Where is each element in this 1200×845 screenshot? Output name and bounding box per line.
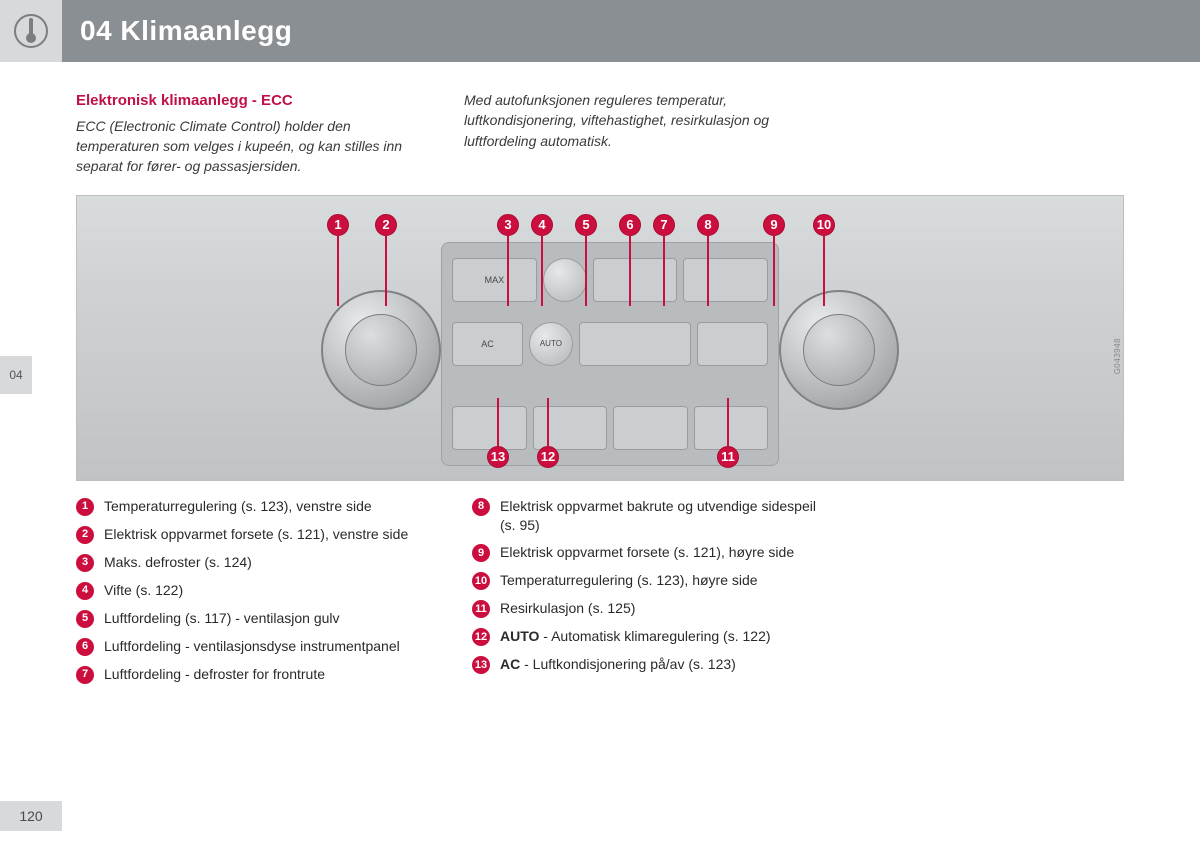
legend-text: AUTO - Automatisk klimaregulering (s. 12…: [500, 627, 771, 646]
figure-code: G043948: [1113, 338, 1122, 374]
intro-columns: Elektronisk klimaanlegg - ECC ECC (Elect…: [76, 90, 1124, 177]
intro-lead: Med autofunksjonen reguleres temperatur,…: [464, 90, 812, 151]
legend-marker: 1: [76, 498, 94, 516]
auto-button: AUTO: [529, 322, 573, 366]
legend-marker: 7: [76, 666, 94, 684]
legend-item-10: 10 Temperaturregulering (s. 123), høyre s…: [472, 571, 822, 590]
blank-button-1: [452, 406, 527, 450]
legend-marker: 13: [472, 656, 490, 674]
legend-text: Luftfordeling - ventilasjonsdyse instrum…: [104, 637, 400, 656]
defrost-max-button: MAX: [452, 258, 537, 302]
callout-12: 12: [537, 446, 559, 468]
callout-2: 2: [375, 214, 397, 236]
callout-10: 10: [813, 214, 835, 236]
legend-item-11: 11 Resirkulasjon (s. 125): [472, 599, 822, 618]
legend-marker: 5: [76, 610, 94, 628]
blank-button-2: [533, 406, 608, 450]
legend-marker: 2: [76, 526, 94, 544]
blank-button-3: [613, 406, 688, 450]
legend-text: Luftfordeling (s. 117) - ventilasjon gul…: [104, 609, 340, 628]
callout-7: 7: [653, 214, 675, 236]
callout-1: 1: [327, 214, 349, 236]
callout-8: 8: [697, 214, 719, 236]
legend-col-1: 1 Temperaturregulering (s. 123), venstre …: [76, 497, 426, 693]
rear-defrost-button: [683, 258, 768, 302]
fan-dial: [543, 258, 587, 302]
legend-item-3: 3 Maks. defroster (s. 124): [76, 553, 426, 572]
page-number: 120: [0, 801, 62, 831]
thermometer-icon: [0, 0, 62, 62]
callout-11: 11: [717, 446, 739, 468]
legend-text: Elektrisk oppvarmet bakrute og utvendige…: [500, 497, 822, 535]
intro-col-1: Elektronisk klimaanlegg - ECC ECC (Elect…: [76, 90, 424, 177]
legend-text: AC - Luftkondisjonering på/av (s. 123): [500, 655, 736, 674]
callout-9: 9: [763, 214, 785, 236]
page-header: 04 Klimaanlegg: [0, 0, 1200, 62]
callout-6: 6: [619, 214, 641, 236]
legend-text: Elektrisk oppvarmet forsete (s. 121), ve…: [104, 525, 408, 544]
blank-button-4: [694, 406, 769, 450]
intro-body: ECC (Electronic Climate Control) holder …: [76, 116, 424, 177]
intro-col-2: Med autofunksjonen reguleres temperatur,…: [464, 90, 812, 177]
side-tab: 04: [0, 356, 32, 394]
legend-marker: 8: [472, 498, 490, 516]
climate-control-figure: MAX AC AUTO G043948 12345678910131211: [76, 195, 1124, 481]
chapter-title: 04 Klimaanlegg: [80, 15, 292, 47]
ac-button: AC: [452, 322, 523, 366]
legend-item-7: 7 Luftfordeling - defroster for frontrute: [76, 665, 426, 684]
legend: 1 Temperaturregulering (s. 123), venstre …: [76, 497, 1124, 693]
content-area: Elektronisk klimaanlegg - ECC ECC (Elect…: [0, 62, 1200, 693]
legend-text: Elektrisk oppvarmet forsete (s. 121), hø…: [500, 543, 794, 562]
legend-marker: 12: [472, 628, 490, 646]
legend-marker: 11: [472, 600, 490, 618]
legend-item-4: 4 Vifte (s. 122): [76, 581, 426, 600]
legend-item-1: 1 Temperaturregulering (s. 123), venstre …: [76, 497, 426, 516]
legend-item-13: 13 AC - Luftkondisjonering på/av (s. 123): [472, 655, 822, 674]
legend-text: Temperaturregulering (s. 123), høyre sid…: [500, 571, 758, 590]
seat-figure-button: [579, 322, 691, 366]
temp-dial-left: [321, 290, 441, 410]
callout-3: 3: [497, 214, 519, 236]
legend-item-5: 5 Luftfordeling (s. 117) - ventilasjon gu…: [76, 609, 426, 628]
recirc-button: [697, 322, 768, 366]
legend-text: Luftfordeling - defroster for frontrute: [104, 665, 325, 684]
legend-text: Resirkulasjon (s. 125): [500, 599, 635, 618]
legend-item-6: 6 Luftfordeling - ventilasjonsdyse instru…: [76, 637, 426, 656]
legend-item-8: 8 Elektrisk oppvarmet bakrute og utvendig…: [472, 497, 822, 535]
legend-marker: 9: [472, 544, 490, 562]
legend-col-2: 8 Elektrisk oppvarmet bakrute og utvendig…: [472, 497, 822, 693]
legend-item-2: 2 Elektrisk oppvarmet forsete (s. 121), v…: [76, 525, 426, 544]
legend-marker: 6: [76, 638, 94, 656]
legend-item-9: 9 Elektrisk oppvarmet forsete (s. 121), h…: [472, 543, 822, 562]
callout-4: 4: [531, 214, 553, 236]
legend-marker: 10: [472, 572, 490, 590]
section-heading: Elektronisk klimaanlegg - ECC: [76, 90, 424, 112]
callout-5: 5: [575, 214, 597, 236]
legend-text: Maks. defroster (s. 124): [104, 553, 252, 572]
legend-marker: 3: [76, 554, 94, 572]
legend-text: Temperaturregulering (s. 123), venstre s…: [104, 497, 372, 516]
legend-item-12: 12 AUTO - Automatisk klimaregulering (s. …: [472, 627, 822, 646]
legend-marker: 4: [76, 582, 94, 600]
temp-dial-right: [779, 290, 899, 410]
callout-13: 13: [487, 446, 509, 468]
legend-text: Vifte (s. 122): [104, 581, 183, 600]
